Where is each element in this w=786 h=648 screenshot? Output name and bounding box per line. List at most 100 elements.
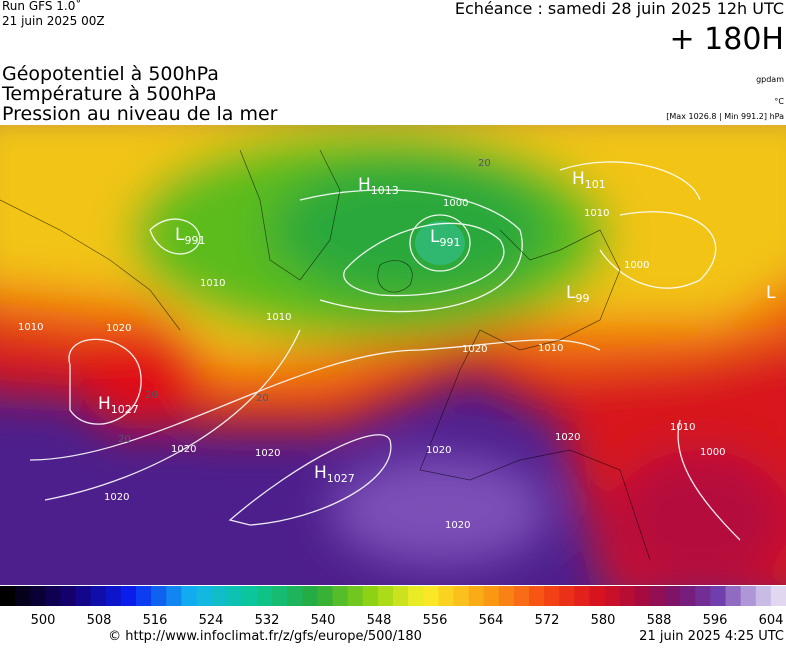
colorbar-swatch	[196, 586, 213, 606]
colorbar-swatch	[680, 586, 696, 606]
colorbar-swatch	[332, 586, 349, 606]
colorbar-swatch	[634, 586, 651, 606]
isobar-label: 1020	[106, 323, 131, 334]
colorbar-tick-label: 564	[479, 613, 504, 628]
pressure-center: H1027	[98, 394, 139, 416]
colorbar-swatch	[226, 586, 243, 606]
colorbar-tick-label: 588	[647, 613, 672, 628]
colorbar-swatch	[710, 586, 727, 606]
colorbar-tick-label: 580	[591, 613, 616, 628]
unit-label: [Max 1026.8 | Min 991.2] hPa	[666, 112, 784, 121]
colorbar-swatch	[287, 586, 303, 606]
temperature-label: 20	[478, 158, 491, 169]
run-label: Run GFS 1.0˚	[2, 0, 81, 13]
pressure-center: H1013	[358, 175, 399, 197]
colorbar-swatch	[105, 586, 122, 606]
colorbar-swatch	[15, 586, 31, 606]
colorbar-tick-label: 516	[143, 613, 168, 628]
center-letter: L	[566, 283, 576, 303]
lead-time: + 180H	[670, 22, 785, 57]
center-letter: H	[98, 394, 111, 414]
center-letter: L	[430, 227, 440, 247]
isobar-label: 1020	[171, 444, 196, 455]
isobar-label: 1000	[624, 260, 649, 271]
colorbar-swatch	[30, 586, 46, 606]
colorbar-swatch	[544, 586, 560, 606]
colorbar-swatch	[393, 586, 409, 606]
colorbar-swatch	[513, 586, 530, 606]
isobar-label: 1020	[426, 445, 451, 456]
colorbar-swatch	[75, 586, 92, 606]
colorbar-tick-label: 532	[255, 613, 280, 628]
pressure-center: L991	[430, 227, 460, 249]
center-value: 991	[439, 236, 460, 249]
isobar-label: 1010	[200, 278, 225, 289]
center-value: 1027	[111, 403, 139, 416]
colorbar-swatch	[0, 586, 16, 606]
colorbar-swatch	[423, 586, 439, 606]
colorbar-swatch	[438, 586, 454, 606]
colorbar-swatch	[740, 586, 757, 606]
colorbar-swatch	[498, 586, 515, 606]
colorbar-tick-label: 548	[367, 613, 392, 628]
colorbar-swatch	[468, 586, 485, 606]
colorbar-swatch	[256, 586, 273, 606]
colorbar-swatch	[755, 586, 772, 606]
colorbar-tick-label: 508	[87, 613, 112, 628]
isobar-label: 1010	[584, 208, 609, 219]
field-label: Température à 500hPa	[1, 83, 217, 105]
temperature-label: 20	[145, 390, 158, 401]
colorbar-tick-label: 500	[31, 613, 56, 628]
colorbar-swatch	[317, 586, 334, 606]
isobar-label: 1010	[538, 343, 563, 354]
colorbar-swatch	[60, 586, 77, 606]
valid-time: Echéance : samedi 28 juin 2025 12h UTC	[455, 0, 784, 18]
colorbar-swatch	[559, 586, 575, 606]
isobar-label: 1020	[462, 344, 487, 355]
colorbar-swatch	[181, 586, 197, 606]
colorbar-tick-label: 524	[199, 613, 224, 628]
colorbar-tick-label: 556	[423, 613, 448, 628]
colorbar-swatch	[241, 586, 258, 606]
colorbar-swatch	[589, 586, 606, 606]
pressure-center: H1027	[314, 463, 355, 485]
colorbar-swatch	[529, 586, 545, 606]
pressure-center: H101	[572, 169, 606, 191]
colorbar-swatch	[90, 586, 107, 606]
unit-label: gpdam	[756, 75, 784, 84]
colorbar-swatch	[483, 586, 500, 606]
colorbar-swatch	[272, 586, 288, 606]
colorbar-swatch	[770, 586, 786, 606]
colorbar-swatch	[120, 586, 137, 606]
colorbar-swatch	[665, 586, 681, 606]
isobar-label: 1020	[104, 492, 129, 503]
center-value: 1027	[327, 472, 355, 485]
isobar-label: 1020	[255, 448, 280, 459]
center-letter: L	[175, 225, 185, 245]
isobar-label: 1010	[18, 322, 43, 333]
colorbar-swatch	[408, 586, 424, 606]
colorbar-swatch	[574, 586, 590, 606]
temperature-label: 20	[256, 393, 269, 404]
center-letter: H	[358, 175, 371, 195]
center-value: 1013	[371, 184, 399, 197]
colorbar-tick-label: 540	[311, 613, 336, 628]
temperature-label: 20	[118, 434, 131, 445]
center-letter: L	[766, 283, 776, 303]
colorbar-swatch	[619, 586, 636, 606]
colorbar-tick-label: 596	[703, 613, 728, 628]
colorbar-swatch	[453, 586, 470, 606]
colorbar-swatch	[166, 586, 182, 606]
colorbar-swatch	[695, 586, 711, 606]
colorbar-swatch	[136, 586, 152, 606]
isobar-label: 1020	[555, 432, 580, 443]
isobar-label: 1010	[670, 422, 695, 433]
pressure-center: L	[766, 283, 776, 303]
isobar-label: 1000	[443, 198, 468, 209]
field-label: Géopotentiel à 500hPa	[2, 63, 219, 85]
colorbar-swatch	[604, 586, 621, 606]
center-value: 99	[575, 292, 589, 305]
colorbar-swatch	[302, 586, 318, 606]
colorbar-swatch	[347, 586, 364, 606]
